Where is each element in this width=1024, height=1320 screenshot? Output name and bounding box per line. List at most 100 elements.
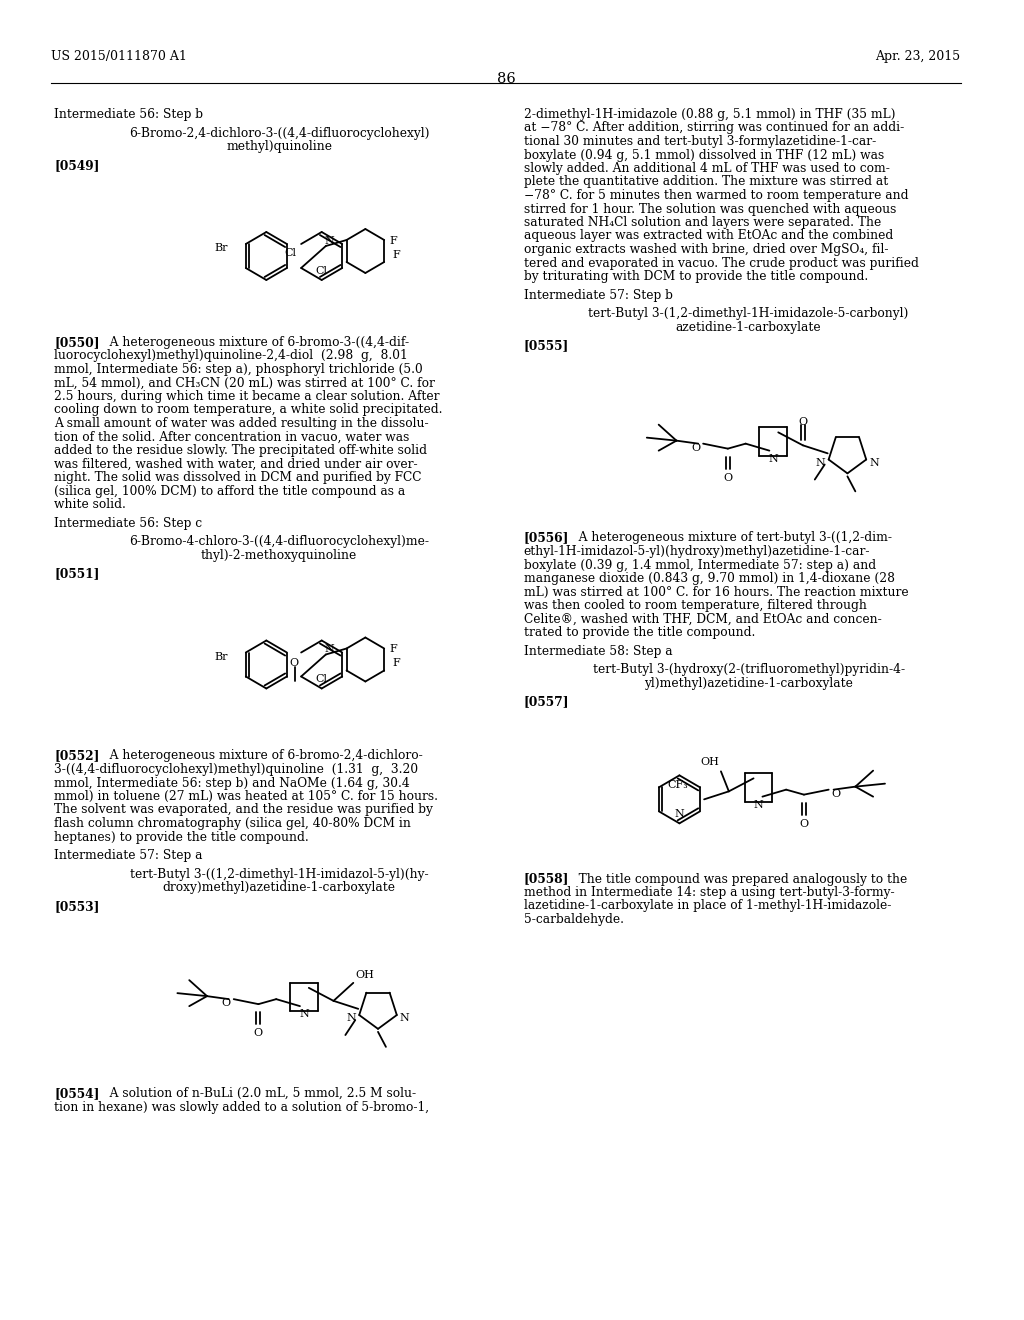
Text: slowly added. An additional 4 mL of THF was used to com-: slowly added. An additional 4 mL of THF … [524, 162, 890, 176]
Text: tert-Butyl 3-(hydroxy(2-(trifluoromethyl)pyridin-4-: tert-Butyl 3-(hydroxy(2-(trifluoromethyl… [593, 664, 904, 676]
Text: tional 30 minutes and tert-butyl 3-formylazetidine-1-car-: tional 30 minutes and tert-butyl 3-formy… [524, 135, 876, 148]
Text: [0553]: [0553] [54, 900, 99, 913]
Text: Br: Br [214, 652, 228, 661]
Text: Intermediate 56: Step b: Intermediate 56: Step b [54, 108, 204, 121]
Text: N: N [299, 1010, 309, 1019]
Text: [0554]: [0554] [54, 1086, 99, 1100]
Text: A heterogeneous mixture of tert-butyl 3-((1,2-dim-: A heterogeneous mixture of tert-butyl 3-… [567, 532, 892, 544]
Text: tion in hexane) was slowly added to a solution of 5-bromo-1,: tion in hexane) was slowly added to a so… [54, 1101, 429, 1114]
Text: N: N [816, 458, 825, 467]
Text: plete the quantitative addition. The mixture was stirred at: plete the quantitative addition. The mix… [524, 176, 888, 189]
Text: 2-dimethyl-1H-imidazole (0.88 g, 5.1 mmol) in THF (35 mL): 2-dimethyl-1H-imidazole (0.88 g, 5.1 mmo… [524, 108, 895, 121]
Text: O: O [831, 788, 841, 799]
Text: luorocyclohexyl)methyl)quinoline-2,4-diol  (2.98  g,  8.01: luorocyclohexyl)methyl)quinoline-2,4-dio… [54, 350, 409, 363]
Text: manganese dioxide (0.843 g, 9.70 mmol) in 1,4-dioxane (28: manganese dioxide (0.843 g, 9.70 mmol) i… [524, 572, 895, 585]
Text: Intermediate 57: Step a: Intermediate 57: Step a [54, 849, 203, 862]
Text: N: N [325, 236, 335, 246]
Text: by triturating with DCM to provide the title compound.: by triturating with DCM to provide the t… [524, 271, 868, 282]
Text: N: N [346, 1012, 356, 1023]
Text: [0555]: [0555] [524, 339, 569, 352]
Text: Br: Br [214, 243, 228, 253]
Text: saturated NH₄Cl solution and layers were separated. The: saturated NH₄Cl solution and layers were… [524, 216, 881, 228]
Text: method in Intermediate 14: step a using tert-butyl-3-formy-: method in Intermediate 14: step a using … [524, 886, 894, 899]
Text: 2.5 hours, during which time it became a clear solution. After: 2.5 hours, during which time it became a… [54, 389, 440, 403]
Text: OH: OH [355, 970, 374, 979]
Text: organic extracts washed with brine, dried over MgSO₄, fil-: organic extracts washed with brine, drie… [524, 243, 888, 256]
Text: Intermediate 57: Step b: Intermediate 57: Step b [524, 289, 673, 301]
Text: N: N [869, 458, 879, 467]
Text: A heterogeneous mixture of 6-bromo-2,4-dichloro-: A heterogeneous mixture of 6-bromo-2,4-d… [98, 750, 423, 763]
Text: A small amount of water was added resulting in the dissolu-: A small amount of water was added result… [54, 417, 429, 430]
Text: Cl: Cl [315, 267, 328, 276]
Text: methyl)quinoline: methyl)quinoline [226, 140, 332, 153]
Text: O: O [723, 473, 732, 483]
Text: O: O [691, 442, 700, 453]
Text: aqueous layer was extracted with EtOAc and the combined: aqueous layer was extracted with EtOAc a… [524, 230, 893, 243]
Text: O: O [289, 659, 298, 668]
Text: boxylate (0.94 g, 5.1 mmol) dissolved in THF (12 mL) was: boxylate (0.94 g, 5.1 mmol) dissolved in… [524, 149, 884, 161]
Text: tered and evaporated in vacuo. The crude product was purified: tered and evaporated in vacuo. The crude… [524, 256, 919, 269]
Text: US 2015/0111870 A1: US 2015/0111870 A1 [51, 50, 187, 63]
Text: droxy)methyl)azetidine-1-carboxylate: droxy)methyl)azetidine-1-carboxylate [163, 880, 395, 894]
Text: white solid.: white solid. [54, 498, 126, 511]
Text: at −78° C. After addition, stirring was continued for an addi-: at −78° C. After addition, stirring was … [524, 121, 904, 135]
Text: [0550]: [0550] [54, 337, 100, 348]
Text: 5-carbaldehyde.: 5-carbaldehyde. [524, 913, 624, 927]
Text: The title compound was prepared analogously to the: The title compound was prepared analogou… [567, 873, 907, 886]
Text: 3-((4,4-difluorocyclohexyl)methyl)quinoline  (1.31  g,  3.20: 3-((4,4-difluorocyclohexyl)methyl)quinol… [54, 763, 419, 776]
Text: flash column chromatography (silica gel, 40-80% DCM in: flash column chromatography (silica gel,… [54, 817, 412, 830]
Text: was filtered, washed with water, and dried under air over-: was filtered, washed with water, and dri… [54, 458, 418, 470]
Text: N: N [768, 454, 778, 463]
Text: azetidine-1-carboxylate: azetidine-1-carboxylate [676, 321, 821, 334]
Text: lazetidine-1-carboxylate in place of 1-methyl-1H-imidazole-: lazetidine-1-carboxylate in place of 1-m… [524, 899, 891, 912]
Text: heptanes) to provide the title compound.: heptanes) to provide the title compound. [54, 830, 309, 843]
Text: Cl: Cl [315, 675, 328, 685]
Text: A heterogeneous mixture of 6-bromo-3-((4,4-dif-: A heterogeneous mixture of 6-bromo-3-((4… [98, 337, 409, 348]
Text: The solvent was evaporated, and the residue was purified by: The solvent was evaporated, and the resi… [54, 804, 433, 817]
Text: trated to provide the title compound.: trated to provide the title compound. [524, 626, 755, 639]
Text: O: O [800, 818, 809, 829]
Text: OH: OH [700, 758, 719, 767]
Text: 86: 86 [497, 73, 515, 86]
Text: [0551]: [0551] [54, 568, 99, 581]
Text: mmol) in toluene (27 mL) was heated at 105° C. for 15 hours.: mmol) in toluene (27 mL) was heated at 1… [54, 789, 438, 803]
Text: tert-Butyl 3-((1,2-dimethyl-1H-imidazol-5-yl)(hy-: tert-Butyl 3-((1,2-dimethyl-1H-imidazol-… [130, 869, 428, 880]
Text: [0549]: [0549] [54, 158, 99, 172]
Text: F: F [389, 644, 397, 655]
Text: mmol, Intermediate 56: step b) and NaOMe (1.64 g, 30.4: mmol, Intermediate 56: step b) and NaOMe… [54, 776, 410, 789]
Text: N: N [325, 644, 335, 655]
Text: A solution of n-BuLi (2.0 mL, 5 mmol, 2.5 M solu-: A solution of n-BuLi (2.0 mL, 5 mmol, 2.… [98, 1086, 416, 1100]
Text: F: F [392, 659, 399, 668]
Text: mL, 54 mmol), and CH₃CN (20 mL) was stirred at 100° C. for: mL, 54 mmol), and CH₃CN (20 mL) was stir… [54, 376, 435, 389]
Text: N: N [754, 800, 763, 809]
Text: mmol, Intermediate 56: step a), phosphoryl trichloride (5.0: mmol, Intermediate 56: step a), phosphor… [54, 363, 423, 376]
Text: F: F [392, 249, 399, 260]
Text: thyl)-2-methoxyquinoline: thyl)-2-methoxyquinoline [201, 549, 357, 561]
Text: F: F [389, 236, 397, 246]
Text: ethyl-1H-imidazol-5-yl)(hydroxy)methyl)azetidine-1-car-: ethyl-1H-imidazol-5-yl)(hydroxy)methyl)a… [524, 545, 870, 558]
Text: 6-Bromo-4-chloro-3-((4,4-difluorocyclohexyl)me-: 6-Bromo-4-chloro-3-((4,4-difluorocyclohe… [129, 536, 429, 549]
Text: stirred for 1 hour. The solution was quenched with aqueous: stirred for 1 hour. The solution was que… [524, 202, 896, 215]
Text: O: O [221, 998, 230, 1008]
Text: [0552]: [0552] [54, 750, 99, 763]
Text: (silica gel, 100% DCM) to afford the title compound as a: (silica gel, 100% DCM) to afford the tit… [54, 484, 406, 498]
Text: Apr. 23, 2015: Apr. 23, 2015 [876, 50, 961, 63]
Text: O: O [799, 417, 808, 428]
Text: tert-Butyl 3-(1,2-dimethyl-1H-imidazole-5-carbonyl): tert-Butyl 3-(1,2-dimethyl-1H-imidazole-… [589, 308, 908, 321]
Text: tion of the solid. After concentration in vacuo, water was: tion of the solid. After concentration i… [54, 430, 410, 444]
Text: [0558]: [0558] [524, 873, 569, 886]
Text: boxylate (0.39 g, 1.4 mmol, Intermediate 57: step a) and: boxylate (0.39 g, 1.4 mmol, Intermediate… [524, 558, 876, 572]
Text: [0556]: [0556] [524, 532, 569, 544]
Text: night. The solid was dissolved in DCM and purified by FCC: night. The solid was dissolved in DCM an… [54, 471, 422, 484]
Text: 6-Bromo-2,4-dichloro-3-((4,4-difluorocyclohexyl): 6-Bromo-2,4-dichloro-3-((4,4-difluorocyc… [129, 127, 429, 140]
Text: Intermediate 56: Step c: Intermediate 56: Step c [54, 516, 203, 529]
Text: Celite®, washed with THF, DCM, and EtOAc and concen-: Celite®, washed with THF, DCM, and EtOAc… [524, 612, 882, 626]
Text: O: O [254, 1028, 263, 1038]
Text: yl)methyl)azetidine-1-carboxylate: yl)methyl)azetidine-1-carboxylate [644, 676, 853, 689]
Text: [0557]: [0557] [524, 696, 569, 709]
Text: mL) was stirred at 100° C. for 16 hours. The reaction mixture: mL) was stirred at 100° C. for 16 hours.… [524, 586, 908, 598]
Text: cooling down to room temperature, a white solid precipitated.: cooling down to room temperature, a whit… [54, 404, 442, 417]
Text: added to the residue slowly. The precipitated off-white solid: added to the residue slowly. The precipi… [54, 444, 427, 457]
Text: CF₃: CF₃ [667, 780, 688, 791]
Text: N: N [399, 1012, 410, 1023]
